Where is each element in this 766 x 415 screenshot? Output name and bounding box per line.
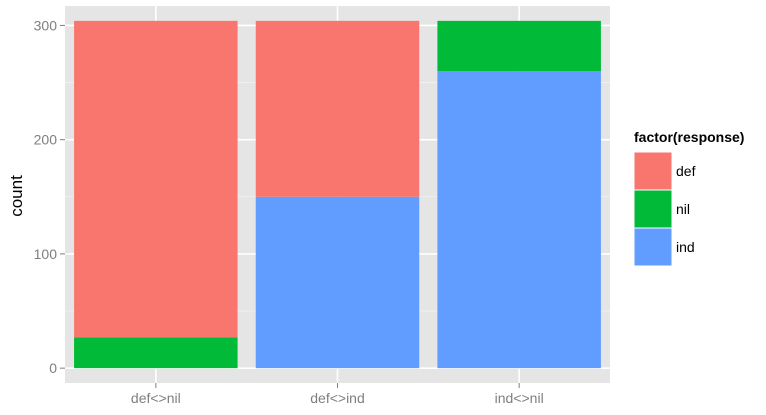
x-tick-label: def<>ind: [310, 390, 365, 406]
legend-label-def: def: [676, 163, 696, 179]
bar-segment-nil: [74, 337, 238, 369]
y-tick-label: 200: [34, 132, 58, 148]
y-tick-label: 100: [34, 246, 58, 262]
legend-swatch-ind: [634, 228, 672, 266]
bar-segment-def: [74, 20, 238, 338]
legend-label-nil: nil: [676, 201, 690, 217]
y-axis-title: count: [7, 175, 26, 217]
y-axis: 0 100 200 300: [34, 17, 65, 376]
legend-title: factor(response): [634, 129, 744, 145]
x-tick-label: ind<>nil: [495, 390, 544, 406]
bar-segment-def: [255, 20, 420, 197]
legend: factor(response) def nil ind: [633, 129, 744, 267]
y-tick-label: 0: [49, 360, 57, 376]
bars: [74, 20, 601, 369]
x-tick-label: def<>nil: [131, 390, 181, 406]
x-axis: def<>nil def<>ind ind<>nil: [131, 383, 544, 406]
legend-label-ind: ind: [676, 239, 695, 255]
y-tick-label: 300: [34, 17, 58, 33]
bar-segment-nil: [437, 20, 601, 72]
bar-segment-ind: [437, 71, 601, 369]
legend-swatch-def: [634, 152, 672, 190]
legend-swatch-nil: [634, 190, 672, 228]
bar-segment-ind: [255, 196, 420, 369]
